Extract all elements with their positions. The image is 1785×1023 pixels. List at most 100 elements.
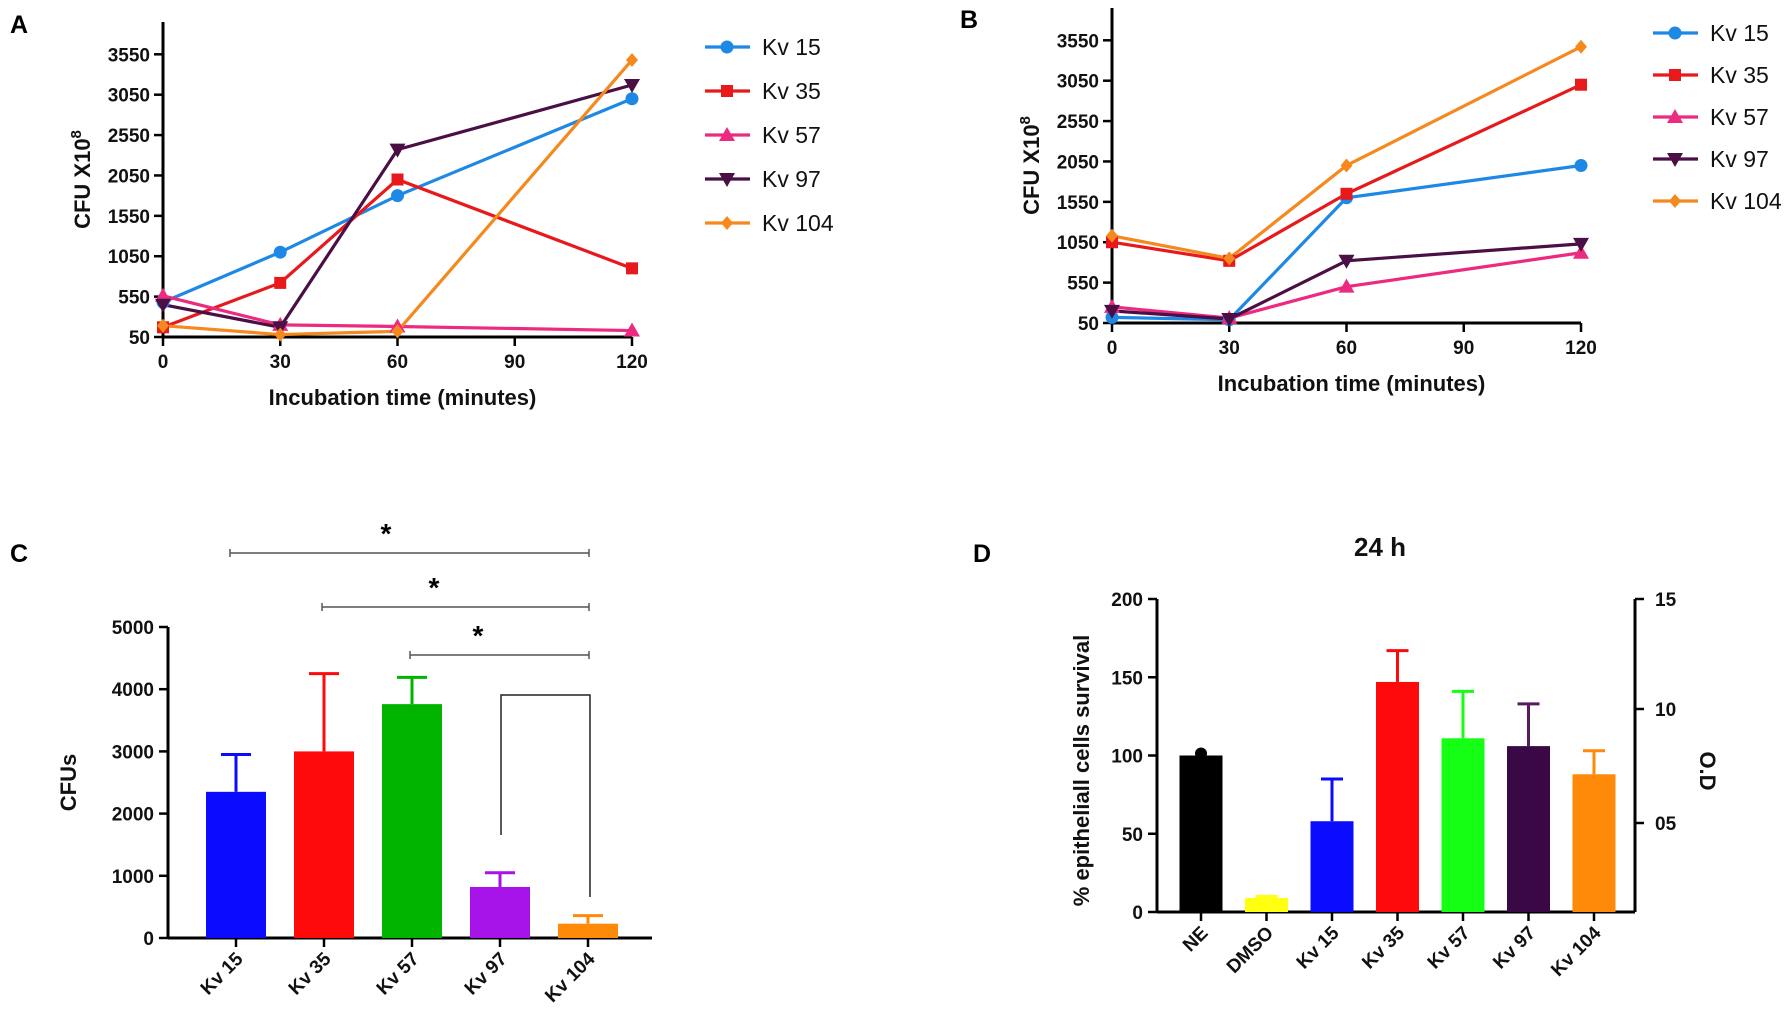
bar bbox=[1179, 755, 1223, 912]
significance-star: * bbox=[473, 620, 484, 651]
legend-marker bbox=[1669, 69, 1681, 81]
y-tick-label: 5000 bbox=[112, 618, 154, 639]
y2-tick-label: 15 bbox=[1655, 590, 1677, 611]
y-tick-label: 200 bbox=[1111, 590, 1143, 611]
data-point bbox=[1106, 228, 1118, 243]
legend-label: Kv 97 bbox=[762, 166, 821, 192]
significance-star: * bbox=[429, 572, 440, 603]
y-tick-label: 3000 bbox=[112, 742, 154, 763]
legend-marker bbox=[721, 216, 733, 230]
bar bbox=[1376, 681, 1419, 912]
data-point bbox=[157, 318, 169, 333]
x-tick-label: 120 bbox=[1565, 338, 1597, 359]
legend-marker bbox=[1669, 194, 1681, 208]
y-tick-label: 50 bbox=[129, 328, 150, 349]
x-tick-label: 60 bbox=[1336, 338, 1357, 359]
y-tick-label: 1050 bbox=[108, 247, 150, 268]
data-point bbox=[1338, 254, 1355, 269]
series-line bbox=[1111, 242, 1582, 321]
y-tick-label: 0 bbox=[1132, 903, 1143, 924]
significance-star: * bbox=[381, 518, 392, 549]
x-axis-title: Incubation time (minutes) bbox=[269, 385, 537, 410]
bar bbox=[294, 751, 354, 938]
x-tick-label: Kv 15 bbox=[1293, 922, 1344, 973]
y-tick-label: 50 bbox=[1122, 825, 1143, 846]
panel-label: D bbox=[973, 540, 991, 568]
y-tick-label: 3050 bbox=[1057, 72, 1099, 93]
x-tick-label: 0 bbox=[1107, 338, 1118, 359]
series-line bbox=[1111, 83, 1582, 263]
x-tick-label: Kv 97 bbox=[461, 949, 512, 1000]
data-point bbox=[274, 327, 287, 342]
x-tick-label: DMSO bbox=[1223, 923, 1278, 978]
x-tick-label: Kv 57 bbox=[1424, 923, 1475, 974]
data-point bbox=[155, 298, 171, 313]
legend-label: Kv 104 bbox=[762, 210, 834, 236]
y2-tick-label: 10 bbox=[1655, 700, 1676, 721]
y-tick-label: 2000 bbox=[112, 805, 154, 826]
data-point bbox=[1338, 278, 1355, 293]
legend-marker bbox=[1667, 109, 1683, 123]
bar bbox=[1507, 746, 1550, 912]
x-tick-label: 30 bbox=[270, 352, 291, 373]
series-line bbox=[1111, 45, 1582, 261]
x-axis-title: Incubation time (minutes) bbox=[1218, 371, 1486, 396]
panel-a-line-chart: A 50 550 1050 1550 2050 2550 3050 3550 0 30 60 90 120… bbox=[10, 11, 834, 410]
series-line bbox=[162, 83, 633, 330]
x-tick-label: 0 bbox=[158, 352, 169, 373]
data-point bbox=[626, 262, 638, 275]
y-tick-label: 4000 bbox=[112, 680, 154, 701]
legend-label: Kv 15 bbox=[762, 34, 821, 60]
panel-d-bar-chart: D 24 h 0 50 100 150 200 05 10 15 % epitheliall cel… bbox=[973, 532, 1720, 981]
legend-marker bbox=[1667, 153, 1683, 167]
legend-marker bbox=[720, 40, 734, 54]
data-point bbox=[1104, 304, 1120, 319]
y-axis-title-superscript: 8 bbox=[1017, 116, 1034, 124]
y-tick-label: 3550 bbox=[108, 45, 150, 66]
bar bbox=[1310, 821, 1354, 912]
data-point bbox=[391, 189, 404, 203]
y-tick-label: 550 bbox=[1067, 274, 1099, 295]
legend-marker bbox=[719, 173, 735, 187]
bar bbox=[382, 704, 442, 938]
data-point bbox=[1223, 251, 1236, 266]
x-tick-label: Kv 35 bbox=[285, 948, 336, 999]
y-axis-title-superscript: 8 bbox=[68, 130, 85, 138]
bar bbox=[558, 923, 618, 938]
y-tick-label: 2550 bbox=[108, 126, 150, 147]
legend-label: Kv 15 bbox=[1710, 20, 1769, 46]
data-point bbox=[391, 173, 404, 186]
y-tick-label: 100 bbox=[1111, 747, 1143, 768]
data-point bbox=[274, 276, 287, 289]
legend-label: Kv 104 bbox=[1710, 188, 1782, 214]
data-point bbox=[1575, 78, 1587, 91]
y-axis-title: CFU X108 bbox=[1017, 116, 1044, 215]
y-tick-label: 1000 bbox=[112, 867, 154, 888]
series-line bbox=[1111, 163, 1582, 322]
legend-label: Kv 97 bbox=[1710, 146, 1769, 172]
comparison-bracket bbox=[500, 694, 591, 897]
legend-marker bbox=[721, 85, 733, 97]
y-tick-label: 1550 bbox=[108, 207, 150, 228]
panel-c-bar-chart: C 0 1000 2000 3000 4000 5000 CFUs Kv 15 Kv 35 Kv 5… bbox=[10, 518, 652, 1007]
y-tick-label: 1050 bbox=[1057, 233, 1099, 254]
y-tick-label: 2050 bbox=[1057, 152, 1099, 173]
y-tick-label: 50 bbox=[1078, 314, 1099, 335]
bar bbox=[470, 886, 530, 938]
y-tick-label: 2550 bbox=[1057, 112, 1099, 133]
x-tick-label: 30 bbox=[1219, 338, 1240, 359]
x-tick-label: Kv 15 bbox=[197, 948, 248, 999]
data-point bbox=[1195, 747, 1207, 760]
legend-label: Kv 57 bbox=[1710, 104, 1769, 130]
x-tick-label: Kv 35 bbox=[1358, 922, 1409, 973]
chart-title: 24 h bbox=[1354, 532, 1406, 562]
x-tick-label: Kv 57 bbox=[373, 949, 424, 1000]
data-point bbox=[273, 245, 287, 259]
data-point bbox=[1340, 187, 1353, 200]
data-point bbox=[391, 324, 404, 339]
data-point bbox=[625, 92, 639, 106]
legend-label: Kv 35 bbox=[1710, 62, 1769, 88]
series-line bbox=[162, 58, 634, 337]
series-line bbox=[1111, 251, 1582, 320]
